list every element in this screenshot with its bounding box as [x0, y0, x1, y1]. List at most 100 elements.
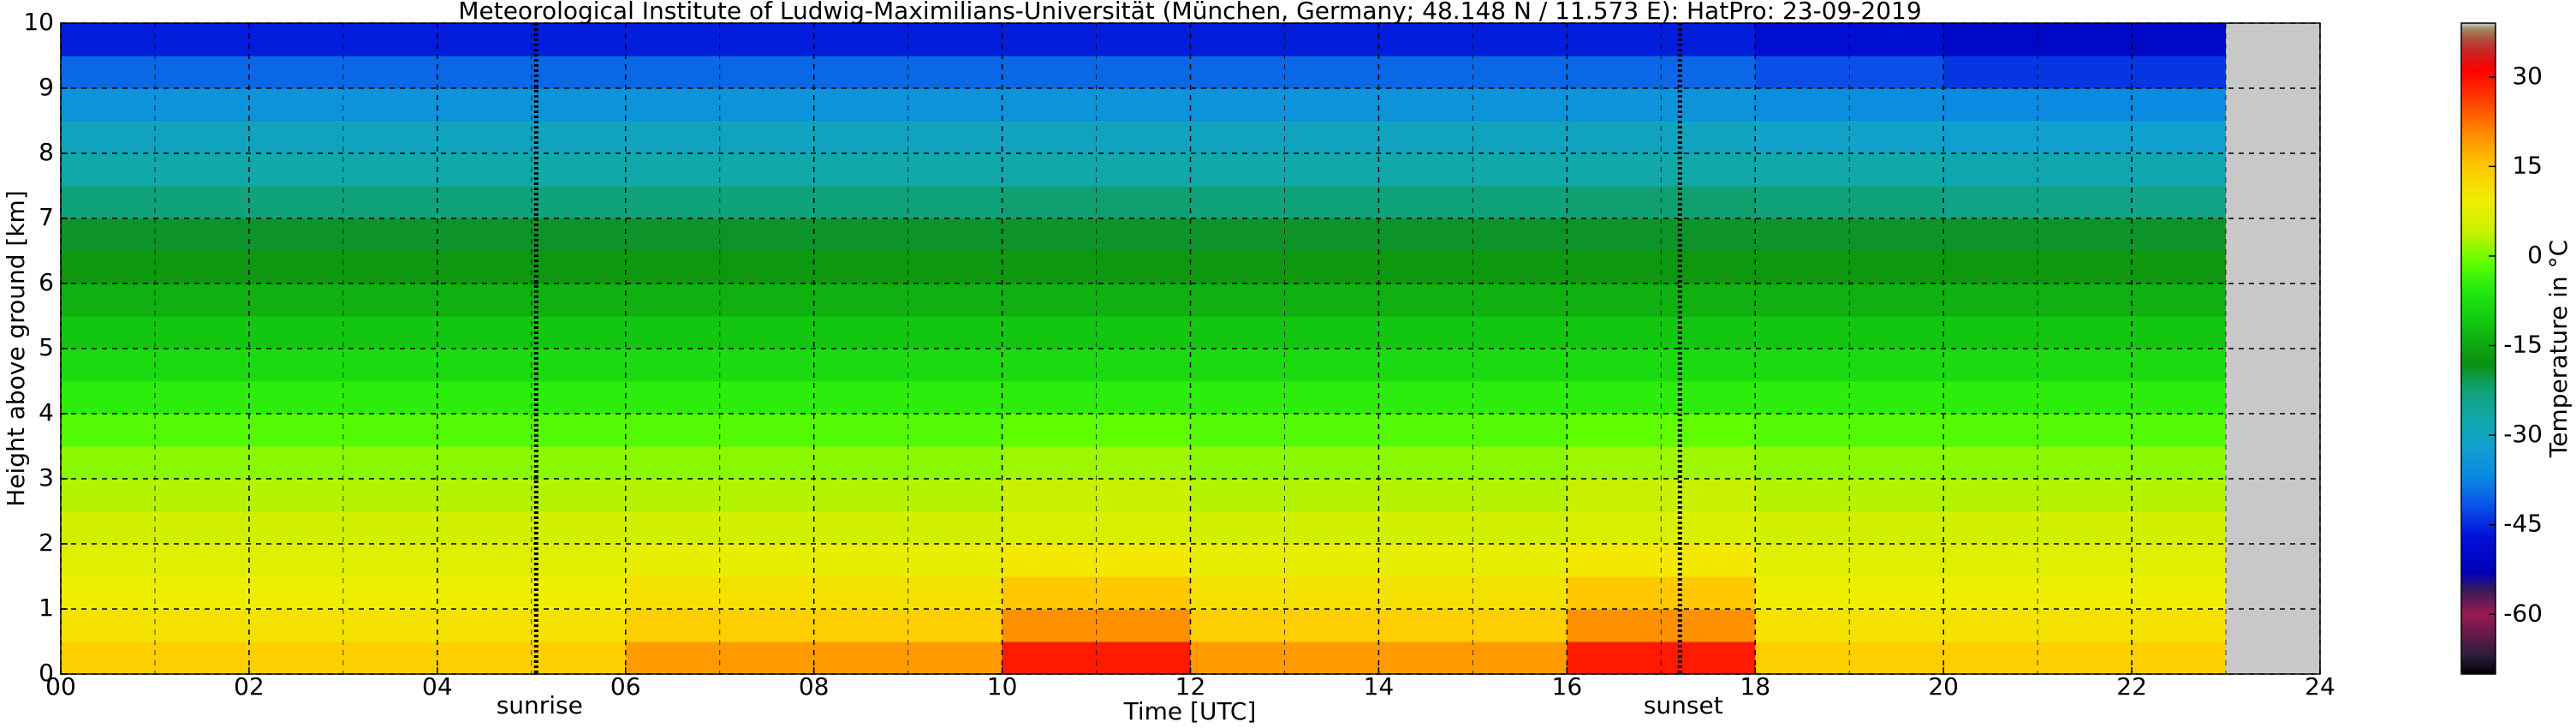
x-axis-label: Time [UTC] [1123, 697, 1257, 725]
colorbar-tick-label: -60 [2503, 599, 2543, 627]
heatmap-cell [625, 251, 815, 284]
heatmap-cell [2132, 641, 2227, 675]
heatmap-cell [2132, 609, 2227, 642]
y-tick-label: 4 [39, 398, 54, 427]
missing-cell [2226, 609, 2321, 642]
heatmap-cell [1190, 609, 1379, 642]
heatmap-cell [437, 414, 627, 447]
heatmap-cell [1190, 251, 1379, 284]
heatmap-cell [2132, 381, 2227, 415]
x-tick-label: 10 [987, 672, 1018, 701]
heatmap-cell [61, 641, 250, 675]
y-tick-label: 3 [39, 463, 54, 492]
heatmap-cell [1943, 23, 2133, 57]
colorbar-tick-label: -15 [2503, 331, 2543, 359]
heatmap-cell [1190, 414, 1379, 447]
heatmap-cell [625, 414, 815, 447]
x-tick-label: 08 [799, 672, 830, 701]
x-tick-label: 06 [610, 672, 641, 701]
heatmap-cell [1378, 609, 1568, 642]
heatmap-cell [248, 23, 438, 57]
missing-cell [2226, 23, 2321, 57]
y-tick-label: 10 [23, 8, 54, 36]
missing-cell [2226, 576, 2321, 610]
heatmap-cell [1755, 609, 1944, 642]
missing-cell [2226, 641, 2321, 675]
heatmap-cell [1567, 218, 1756, 252]
y-tick-label: 8 [39, 138, 54, 166]
heatmap-cell [61, 446, 250, 480]
heatmap-cell [625, 446, 815, 480]
heatmap-cell [248, 56, 438, 89]
heatmap-cell [2132, 153, 2227, 187]
heatmap-cell [1567, 641, 1756, 675]
heatmap-cell [1190, 218, 1379, 252]
missing-cell [2226, 446, 2321, 480]
colorbar-tick-label: 30 [2512, 62, 2543, 90]
heatmap-cell [1002, 218, 1191, 252]
heatmap-cell [61, 218, 250, 252]
colorbar-tick-label: -30 [2503, 420, 2543, 448]
heatmap-cell [437, 641, 627, 675]
heatmap-cell [61, 414, 250, 447]
heatmap-cell [248, 218, 438, 252]
missing-cell [2226, 544, 2321, 577]
heatmap-cell [1567, 251, 1756, 284]
x-tick-label: 24 [2305, 672, 2335, 701]
heatmap-cell [1190, 56, 1379, 89]
heatmap-cell [248, 609, 438, 642]
x-tick-label: 00 [45, 672, 76, 701]
heatmap-cell [1002, 23, 1191, 57]
x-tick-label: 04 [422, 672, 453, 701]
heatmap-cell [1943, 56, 2133, 89]
heatmap-cell [248, 446, 438, 480]
heatmap-cell [2132, 56, 2227, 89]
heatmap-cell [1567, 56, 1756, 89]
x-tick-label: 14 [1364, 672, 1395, 701]
heatmap [61, 23, 2321, 675]
heatmap-cell [625, 218, 815, 252]
x-tick-label: 16 [1552, 672, 1583, 701]
heatmap-cell [2132, 479, 2227, 512]
heatmap-cell [1002, 414, 1191, 447]
heatmap-cell [2132, 576, 2227, 610]
missing-cell [2226, 316, 2321, 349]
missing-cell [2226, 479, 2321, 512]
heatmap-cell [1378, 251, 1568, 284]
heatmap-cell [1943, 251, 2133, 284]
missing-cell [2226, 283, 2321, 317]
colorbar-label: Temperature in °C [2544, 240, 2573, 458]
heatmap-cell [813, 414, 1003, 447]
heatmap-cell [1002, 446, 1191, 480]
heatmap-cell [1755, 414, 1944, 447]
heatmap-cell [1567, 23, 1756, 57]
x-tick-label: 02 [234, 672, 265, 701]
heatmap-cell [813, 609, 1003, 642]
heatmap-cell [61, 609, 250, 642]
heatmap-cell [1943, 641, 2133, 675]
heatmap-cell [1755, 251, 1944, 284]
heatmap-cell [2132, 349, 2227, 382]
chart-title: Meteorological Institute of Ludwig-Maxim… [458, 0, 1921, 25]
heatmap-cell [1755, 446, 1944, 480]
missing-cell [2226, 511, 2321, 545]
heatmap-cell [1755, 641, 1944, 675]
heatmap-cell [813, 56, 1003, 89]
heatmap-cell [1190, 446, 1379, 480]
heatmap-cell [625, 609, 815, 642]
missing-cell [2226, 121, 2321, 154]
heatmap-cell [437, 56, 627, 89]
heatmap-cell [248, 641, 438, 675]
missing-cell [2226, 349, 2321, 382]
heatmap-cell [437, 218, 627, 252]
heatmap-cell [2132, 544, 2227, 577]
heatmap-cell [2132, 23, 2227, 57]
heatmap-cell [2132, 283, 2227, 317]
x-tick-label: 18 [1740, 672, 1770, 701]
heatmap-cell [248, 251, 438, 284]
heatmap-cell [1190, 23, 1379, 57]
heatmap-cell [2132, 251, 2227, 284]
y-tick-label: 1 [39, 594, 54, 622]
x-tick-label: 12 [1175, 672, 1206, 701]
heatmap-cell [1190, 641, 1379, 675]
